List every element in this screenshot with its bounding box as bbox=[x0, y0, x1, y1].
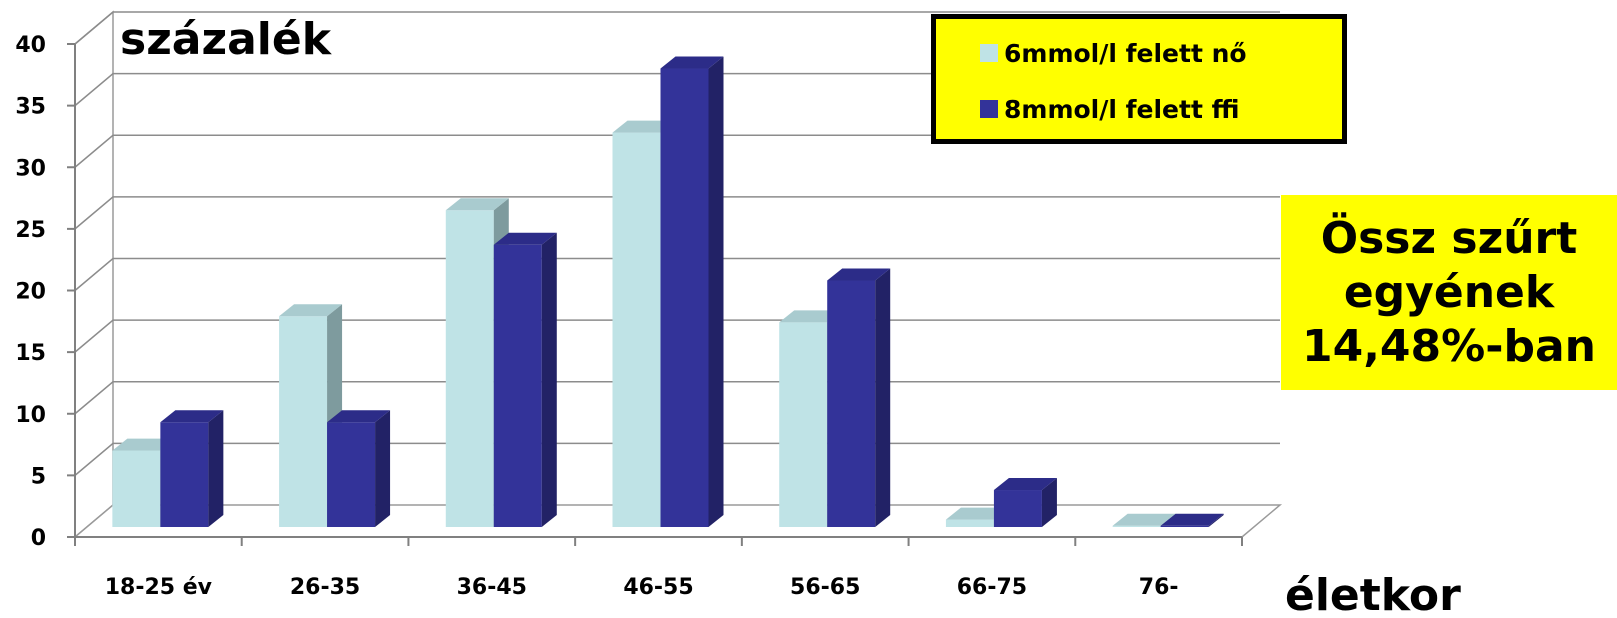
bar-front bbox=[493, 244, 542, 527]
legend-swatch-women bbox=[980, 44, 998, 62]
bar-top bbox=[1160, 513, 1224, 526]
bar-top bbox=[827, 268, 891, 281]
y-tick-label: 30 bbox=[15, 156, 46, 181]
bar-front bbox=[279, 316, 328, 527]
bar-top bbox=[160, 410, 224, 423]
x-tick-label: 18-25 év bbox=[105, 575, 213, 600]
y-tick-label: 35 bbox=[15, 95, 46, 120]
gridline bbox=[74, 134, 1280, 168]
axes bbox=[67, 43, 1243, 546]
bar-top bbox=[612, 120, 676, 133]
y-tick-label: 20 bbox=[15, 280, 46, 305]
gridline bbox=[74, 319, 1280, 353]
bar-men bbox=[660, 56, 724, 527]
legend-swatch-men bbox=[980, 100, 998, 118]
bar-top bbox=[779, 310, 843, 323]
y-tick-label: 40 bbox=[15, 33, 46, 58]
gridline bbox=[74, 11, 1280, 45]
bar-side bbox=[708, 56, 724, 527]
x-tick-label: 46-55 bbox=[623, 575, 693, 600]
bar-side bbox=[1208, 513, 1224, 527]
y-tick-label: 0 bbox=[31, 526, 46, 551]
bar-side bbox=[1041, 478, 1057, 527]
bar-front bbox=[993, 490, 1042, 527]
note-line-3: 14,48%-ban bbox=[1301, 320, 1597, 372]
bar-men bbox=[827, 268, 891, 527]
bar-top bbox=[327, 410, 391, 423]
bar-front bbox=[612, 132, 661, 527]
gridlines bbox=[74, 11, 1280, 476]
gridline bbox=[74, 442, 1280, 476]
bar-front bbox=[160, 422, 209, 527]
y-tick-label: 15 bbox=[15, 341, 46, 366]
y-tick-label: 5 bbox=[31, 464, 46, 489]
bar-front bbox=[779, 322, 828, 527]
x-tick-label: 36-45 bbox=[457, 575, 527, 600]
gridline bbox=[74, 381, 1280, 415]
y-axis-title: százalék bbox=[120, 14, 333, 65]
gridline bbox=[74, 196, 1280, 230]
bar-front bbox=[660, 68, 709, 527]
y-tick-labels: 0 5 10 15 20 25 30 35 40 bbox=[15, 33, 46, 551]
bar-top bbox=[660, 56, 724, 69]
y-tick-label: 10 bbox=[15, 403, 46, 428]
note-line-2: egyének bbox=[1343, 266, 1555, 318]
bar-top bbox=[945, 507, 1009, 520]
bar-top bbox=[112, 438, 176, 451]
x-tick-label: 56-65 bbox=[790, 575, 860, 600]
bar-front bbox=[1160, 525, 1209, 527]
bar-side bbox=[208, 410, 224, 527]
bar-side bbox=[875, 268, 891, 527]
bar-men bbox=[493, 232, 557, 527]
bar-front bbox=[327, 422, 376, 527]
bar-side bbox=[375, 410, 391, 527]
summary-note: Össz szűrt egyének 14,48%-ban bbox=[1281, 195, 1617, 390]
legend-item-men: 8mmol/l felett ffi bbox=[980, 94, 1240, 124]
bar-front bbox=[945, 519, 994, 527]
bar-top bbox=[993, 478, 1057, 491]
bar-top bbox=[445, 198, 509, 211]
bar-side bbox=[541, 232, 557, 527]
gridline bbox=[74, 257, 1280, 292]
bar-front bbox=[112, 450, 161, 527]
legend-item-women: 6mmol/l felett nő bbox=[980, 38, 1247, 68]
legend: 6mmol/l felett nő 8mmol/l felett ffi bbox=[931, 14, 1347, 144]
y-tick-label: 25 bbox=[15, 218, 46, 243]
note-line-1: Össz szűrt bbox=[1320, 212, 1578, 264]
bar-men bbox=[993, 478, 1057, 527]
x-tick-label: 26-35 bbox=[290, 575, 360, 600]
bar-men bbox=[160, 410, 224, 527]
bar-men bbox=[1160, 513, 1224, 527]
bar-front bbox=[1112, 525, 1161, 527]
bar-front bbox=[445, 210, 494, 527]
bars bbox=[112, 56, 1224, 527]
bar-top bbox=[493, 232, 557, 245]
legend-label-men: 8mmol/l felett ffi bbox=[1004, 94, 1240, 124]
x-tick-label: 66-75 bbox=[957, 575, 1027, 600]
bar-front bbox=[827, 280, 876, 527]
bar-top bbox=[1112, 513, 1176, 526]
bar-top bbox=[279, 304, 343, 317]
gridline bbox=[74, 72, 1280, 107]
x-tick-label: 76- bbox=[1139, 575, 1179, 600]
bar-men bbox=[327, 410, 391, 527]
legend-label-women: 6mmol/l felett nő bbox=[1004, 38, 1247, 68]
x-tick-labels: 18-25 év 26-35 36-45 46-55 56-65 66-75 76- bbox=[105, 575, 1179, 600]
x-axis-title: életkor bbox=[1285, 570, 1461, 618]
